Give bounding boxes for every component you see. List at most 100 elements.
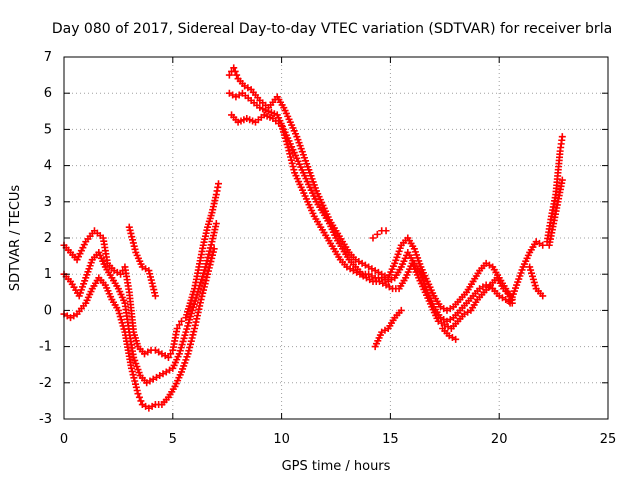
data-point-interp xyxy=(185,347,193,355)
data-point-interp xyxy=(231,67,239,75)
series-trace-3 xyxy=(60,245,218,412)
y-tick-label: 5 xyxy=(44,122,52,137)
y-tick-label: 3 xyxy=(44,195,52,210)
y-tick-label: -1 xyxy=(39,340,52,355)
data-point-interp xyxy=(204,267,212,275)
data-point xyxy=(284,144,292,151)
x-tick-label: 10 xyxy=(273,432,290,447)
data-point-interp xyxy=(200,286,208,294)
axis-ticks xyxy=(63,56,609,420)
data-point-interp xyxy=(201,280,209,288)
data-point-interp xyxy=(146,273,154,281)
data-point-interp xyxy=(206,244,214,252)
data-point-interp xyxy=(130,242,138,250)
data-point-interp xyxy=(128,233,136,241)
series-trace-4 xyxy=(125,223,159,300)
data-point-interp xyxy=(206,261,214,269)
data-point xyxy=(173,325,181,332)
data-point-interp xyxy=(209,251,217,259)
data-point-interp xyxy=(189,331,197,339)
series-trace-2 xyxy=(60,220,220,387)
data-point-interp xyxy=(202,260,210,268)
data-point xyxy=(210,245,218,253)
data-point xyxy=(539,292,547,300)
data-point-interp xyxy=(209,248,217,256)
y-tick-label: 4 xyxy=(44,159,52,174)
y-tick-labels: -3 -2 -1 0 1 2 3 4 5 6 7 xyxy=(39,50,52,427)
data-point-interp xyxy=(207,241,215,249)
data-point-interp xyxy=(286,150,294,158)
x-tick-label: 15 xyxy=(382,432,399,447)
data-point xyxy=(382,227,390,235)
data-point xyxy=(117,270,125,278)
series-trace-1 xyxy=(60,180,222,361)
data-point xyxy=(125,223,133,231)
data-point-interp xyxy=(147,276,155,284)
x-tick-label: 20 xyxy=(491,432,508,447)
data-point xyxy=(230,64,238,72)
data-point-interp xyxy=(137,397,145,405)
data-point xyxy=(134,390,142,398)
x-axis-label: GPS time / hours xyxy=(282,459,391,474)
series-trace-6 xyxy=(225,89,516,325)
data-point xyxy=(164,353,172,361)
data-point-interp xyxy=(188,334,196,342)
data-point-interp xyxy=(288,159,296,167)
data-point-interp xyxy=(129,239,137,247)
data-point-interp xyxy=(127,229,135,237)
data-point-interp xyxy=(285,147,293,155)
y-tick-label: 7 xyxy=(44,50,52,65)
data-point-interp xyxy=(204,253,212,261)
y-tick-label: 1 xyxy=(44,267,52,282)
data-point-interp xyxy=(175,321,183,329)
series-trace-8 xyxy=(369,227,390,242)
data-point-interp xyxy=(132,383,140,391)
data-point-interp xyxy=(132,380,140,388)
data-point xyxy=(204,270,212,278)
data-point-interp xyxy=(233,71,241,79)
data-point-interp xyxy=(126,226,134,234)
data-point-interp xyxy=(128,367,136,375)
data-point-interp xyxy=(149,282,157,290)
data-point xyxy=(212,220,220,228)
data-point xyxy=(397,306,405,314)
data-point xyxy=(373,230,381,238)
data-point-interp xyxy=(200,283,208,291)
data-point xyxy=(558,176,566,184)
series-trace-14 xyxy=(545,176,566,249)
data-point xyxy=(151,292,159,300)
data-point-interp xyxy=(199,289,207,297)
series-trace-9 xyxy=(371,306,405,351)
data-point-interp xyxy=(146,270,154,278)
data-point-interp xyxy=(129,236,137,244)
data-point xyxy=(178,317,186,325)
x-tick-labels: 0 5 10 15 20 25 xyxy=(60,432,616,447)
data-point-interp xyxy=(133,386,141,394)
series-trace-11 xyxy=(506,238,547,307)
data-point xyxy=(201,263,209,271)
data-point-interp xyxy=(287,153,295,161)
y-tick-label: -3 xyxy=(39,412,52,427)
data-point xyxy=(145,267,153,275)
data-point-interp xyxy=(208,254,216,262)
data-point xyxy=(369,234,377,242)
x-tick-label: 5 xyxy=(169,432,177,447)
data-point-interp xyxy=(131,377,139,385)
data-point-interp xyxy=(187,337,195,345)
data-point-interp xyxy=(198,292,206,300)
data-point xyxy=(225,71,233,79)
data-point-interp xyxy=(203,257,211,265)
series-trace-12 xyxy=(526,263,547,300)
data-point-interp xyxy=(148,279,156,287)
y-tick-label: -2 xyxy=(39,376,52,391)
data-point-interp xyxy=(186,340,194,348)
data-point-interp xyxy=(205,250,213,258)
data-point-interp xyxy=(287,156,295,164)
y-axis-label: SDTVAR / TECUs xyxy=(8,185,23,292)
x-tick-label: 0 xyxy=(60,432,68,447)
series-trace-10 xyxy=(439,325,460,343)
x-tick-label: 25 xyxy=(600,432,617,447)
data-point xyxy=(214,180,222,188)
data-point-interp xyxy=(186,344,194,352)
